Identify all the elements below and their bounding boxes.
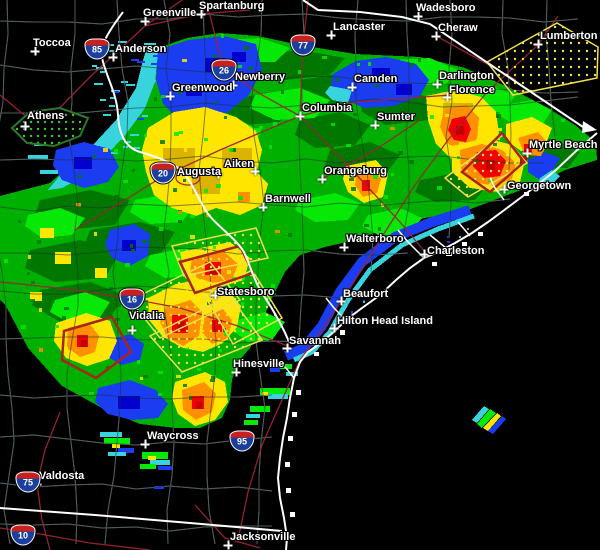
city-label-orangeburg: Orangeburg bbox=[324, 165, 387, 177]
city-label-greenville: Greenville bbox=[143, 7, 197, 19]
interstate-10-shield: 10 bbox=[10, 524, 36, 546]
interstate-95-shield: 95 bbox=[229, 430, 255, 452]
interstate-number: 77 bbox=[297, 40, 308, 50]
city-marker-spartanburg bbox=[196, 9, 206, 19]
red-warning-box bbox=[60, 315, 133, 380]
coastline bbox=[276, 132, 598, 550]
city-marker-augusta bbox=[213, 169, 223, 179]
city-marker-sumter bbox=[370, 120, 380, 130]
city-marker-myrtle-beach bbox=[522, 148, 532, 158]
red-warning-box bbox=[460, 131, 526, 194]
city-label-hinesville: Hinesville bbox=[233, 358, 285, 370]
city-label-valdosta: Valdosta bbox=[39, 470, 85, 482]
city-label-myrtle-beach: Myrtle Beach bbox=[529, 139, 598, 151]
city-label-barnwell: Barnwell bbox=[265, 193, 311, 205]
city-label-greenwood: Greenwood bbox=[172, 82, 233, 94]
city-label-waycross: Waycross bbox=[147, 430, 199, 442]
barrier-islands bbox=[285, 192, 529, 517]
yellow-watch-box bbox=[485, 22, 599, 96]
city-marker-greenville bbox=[140, 16, 150, 26]
city-marker-orangeburg bbox=[317, 174, 327, 184]
city-marker-cheraw bbox=[431, 31, 441, 41]
ga-fl-border bbox=[0, 507, 283, 532]
city-marker-vidalia bbox=[127, 325, 137, 335]
interstate-75-shield: 75 bbox=[15, 471, 41, 493]
city-marker-columbia bbox=[295, 111, 305, 121]
city-label-aiken: Aiken bbox=[224, 158, 254, 170]
city-marker-darlington bbox=[432, 79, 442, 89]
city-marker-georgetown bbox=[499, 184, 509, 194]
city-marker-anderson bbox=[108, 52, 118, 62]
city-marker-charleston bbox=[419, 249, 429, 259]
city-label-sumter: Sumter bbox=[377, 111, 415, 123]
savannah-river-border bbox=[100, 11, 291, 345]
city-label-statesboro: Statesboro bbox=[217, 286, 275, 298]
city-label-lumberton: Lumberton bbox=[540, 30, 598, 42]
city-marker-wadesboro bbox=[413, 11, 423, 21]
border-arrowhead bbox=[582, 121, 597, 133]
city-label-toccoa: Toccoa bbox=[33, 37, 71, 49]
city-label-lancaster: Lancaster bbox=[333, 21, 385, 33]
interstate-number: 75 bbox=[22, 477, 33, 487]
city-marker-lancaster bbox=[326, 30, 336, 40]
city-marker-hilton-head-island bbox=[329, 323, 339, 333]
city-marker-lumberton bbox=[533, 39, 543, 49]
nc-sc-border bbox=[302, 0, 584, 128]
city-label-darlington: Darlington bbox=[439, 70, 494, 82]
city-marker-walterboro bbox=[339, 242, 349, 252]
interstate-77-shield: 77 bbox=[290, 34, 316, 56]
city-marker-hinesville bbox=[231, 367, 241, 377]
city-label-walterboro: Walterboro bbox=[346, 233, 404, 245]
green-advisory-box bbox=[10, 106, 90, 148]
city-marker-newberry bbox=[228, 80, 238, 90]
city-marker-camden bbox=[347, 82, 357, 92]
city-label-anderson: Anderson bbox=[115, 43, 167, 55]
city-marker-jacksonville bbox=[223, 540, 233, 550]
city-label-hilton-head-island: Hilton Head Island bbox=[337, 315, 433, 327]
city-marker-aiken bbox=[250, 166, 260, 176]
city-marker-florence bbox=[442, 92, 452, 102]
interstate-26-shield: 26 bbox=[211, 59, 237, 81]
interstate-85-shield: 85 bbox=[84, 38, 110, 60]
city-label-vidalia: Vidalia bbox=[129, 310, 165, 322]
estuaries bbox=[277, 177, 505, 379]
interstate-20-shield: 20 bbox=[150, 162, 176, 184]
city-label-georgetown: Georgetown bbox=[507, 180, 572, 192]
city-label-columbia: Columbia bbox=[302, 102, 353, 114]
city-marker-savannah bbox=[282, 343, 292, 353]
warning-polygons bbox=[10, 22, 599, 380]
city-label-charleston: Charleston bbox=[427, 245, 485, 257]
city-label-augusta: Augusta bbox=[177, 166, 221, 178]
city-label-savannah: Savannah bbox=[289, 335, 341, 347]
interstate-number: 85 bbox=[91, 44, 102, 54]
city-label-florence: Florence bbox=[449, 84, 495, 96]
interstate-number: 16 bbox=[126, 294, 137, 304]
interstate-number: 95 bbox=[236, 436, 247, 446]
city-label-beaufort: Beaufort bbox=[343, 288, 389, 300]
city-label-athens: Athens bbox=[27, 110, 65, 122]
city-label-wadesboro: Wadesboro bbox=[416, 2, 476, 14]
interstate-number: 26 bbox=[218, 65, 229, 75]
city-label-cheraw: Cheraw bbox=[438, 22, 478, 34]
city-marker-statesboro bbox=[210, 290, 220, 300]
interstate-number: 10 bbox=[17, 530, 28, 540]
city-marker-toccoa bbox=[30, 46, 40, 56]
city-label-spartanburg: Spartanburg bbox=[199, 0, 265, 12]
interstate-16-shield: 16 bbox=[119, 288, 145, 310]
city-marker-waycross bbox=[140, 439, 150, 449]
city-label-jacksonville: Jacksonville bbox=[230, 531, 296, 543]
interstate-number: 20 bbox=[157, 168, 168, 178]
augusta-beltway bbox=[175, 170, 201, 186]
city-marker-beaufort bbox=[336, 296, 346, 306]
city-marker-athens bbox=[20, 121, 30, 131]
city-marker-greenwood bbox=[165, 91, 175, 101]
city-label-camden: Camden bbox=[354, 73, 398, 85]
city-label-newberry: Newberry bbox=[235, 71, 286, 83]
city-marker-barnwell bbox=[258, 202, 268, 212]
